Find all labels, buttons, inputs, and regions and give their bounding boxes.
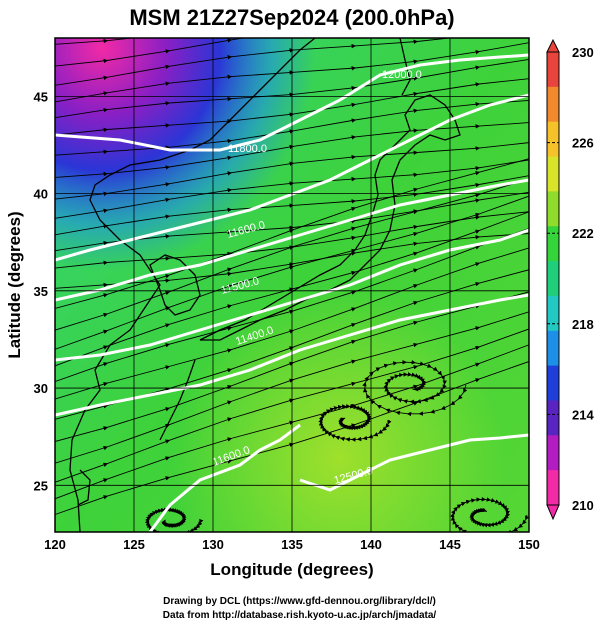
- contour-line: [55, 53, 529, 152]
- coastline-sakhalin: [399, 38, 411, 96]
- colorbar-segments: [547, 52, 559, 506]
- streamline: [145, 507, 204, 532]
- colorbar-segment: [547, 330, 559, 367]
- coastline-asia: [69, 38, 316, 532]
- x-tick-label: 125: [123, 537, 145, 552]
- colorbar-segment: [547, 191, 559, 227]
- contour-label: 12000.0: [382, 69, 422, 81]
- contour-line: [55, 293, 529, 417]
- y-axis-label: Latitude (degrees): [5, 211, 24, 358]
- colorbar-segment: [547, 365, 559, 401]
- x-tick-label: 140: [360, 537, 382, 552]
- y-tick-label: 40: [34, 187, 48, 202]
- colorbar-tick-label: 210: [572, 498, 594, 513]
- colorbar-bottom-arrow: [546, 504, 560, 521]
- contour-line: [299, 433, 529, 492]
- y-tick-labels: 25 30 35 40 45: [34, 89, 48, 493]
- x-axis-label: Longitude (degrees): [210, 560, 373, 579]
- colorbar-segment: [547, 261, 559, 297]
- colorbar-tick-label: 222: [572, 226, 594, 241]
- coastline-korea: [149, 254, 201, 316]
- y-tick-label: 25: [34, 478, 48, 493]
- coastline-ryukyu: [159, 359, 196, 441]
- coastlines: [69, 38, 461, 532]
- contour-line: [148, 423, 301, 532]
- x-tick-label: 145: [439, 537, 461, 552]
- colorbar-segment: [547, 435, 559, 471]
- x-tick-label: 120: [44, 537, 66, 552]
- colorbar-tick-label: 230: [572, 45, 594, 60]
- colorbar: 230 226 222 218 214 210: [546, 38, 594, 521]
- colorbar-tick-label: 226: [572, 136, 594, 151]
- x-tick-label: 130: [202, 537, 224, 552]
- colorbar-segment: [547, 226, 559, 262]
- x-tick-label: 135: [281, 537, 303, 552]
- colorbar-tick-label: 218: [572, 317, 594, 332]
- lat-lon-grid: [55, 38, 529, 532]
- contour-line: [55, 228, 529, 362]
- colorbar-segment: [547, 52, 559, 88]
- colorbar-segment: [547, 470, 559, 506]
- colorbar-segment: [547, 400, 559, 436]
- credit-data: Data from http://database.rish.kyoto-u.a…: [162, 610, 437, 621]
- colorbar-segment: [547, 86, 559, 123]
- map-panel: 12000.0 11800.0 11600.0 11500.0 11400.0 …: [34, 37, 540, 552]
- streamline: [450, 497, 529, 532]
- credit-drawing: Drawing by DCL (https://www.gfd-dennou.o…: [163, 596, 436, 607]
- y-tick-label: 35: [34, 284, 48, 299]
- map-frame: [54, 37, 530, 533]
- x-tick-labels: 120 125 130 135 140 145 150: [44, 537, 540, 552]
- coastline-taiwan: [77, 469, 91, 506]
- colorbar-segment: [547, 156, 559, 192]
- streamlines: [55, 38, 529, 532]
- coastline-japan: [199, 94, 461, 341]
- y-tick-label: 45: [34, 89, 48, 104]
- contour-line: [55, 178, 529, 302]
- x-tick-label: 150: [518, 537, 540, 552]
- contour-label: 11800.0: [228, 143, 267, 155]
- colorbar-segment: [547, 121, 559, 158]
- colorbar-tick-label: 214: [572, 407, 594, 422]
- map-title: MSM 21Z27Sep2024 (200.0hPa): [129, 5, 454, 30]
- colorbar-top-arrow: [546, 38, 560, 53]
- y-tick-label: 30: [34, 381, 48, 396]
- streamline: [318, 404, 392, 442]
- colorbar-tick-labels: 230 226 222 218 214 210: [547, 45, 594, 513]
- colorbar-segment: [547, 295, 559, 332]
